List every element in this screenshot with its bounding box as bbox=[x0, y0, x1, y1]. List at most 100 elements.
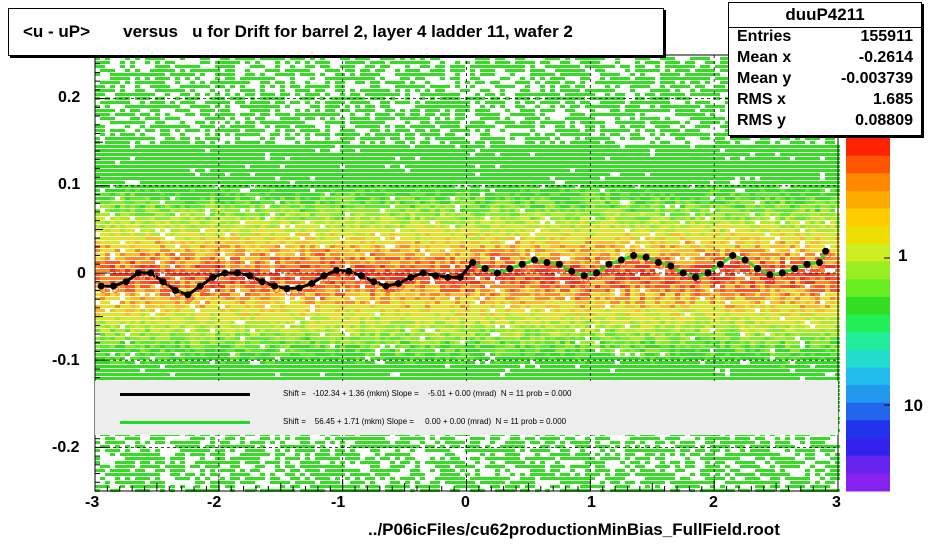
heatmap-cell bbox=[345, 345, 350, 348]
heatmap-cell bbox=[115, 445, 120, 448]
heatmap-cell bbox=[195, 209, 200, 212]
heatmap-cell bbox=[130, 73, 135, 76]
heatmap-cell bbox=[105, 345, 110, 348]
heatmap-cell bbox=[215, 293, 220, 296]
heatmap-cell bbox=[330, 141, 335, 144]
heatmap-cell bbox=[265, 265, 270, 268]
heatmap-cell bbox=[205, 133, 210, 136]
heatmap-cell bbox=[110, 345, 115, 348]
heatmap-cell bbox=[150, 349, 155, 352]
heatmap-cell bbox=[210, 237, 215, 240]
heatmap-cell bbox=[205, 157, 210, 160]
heatmap-cell bbox=[120, 225, 125, 228]
heatmap-cell bbox=[125, 277, 130, 280]
heatmap-cell bbox=[280, 161, 285, 164]
heatmap-cell bbox=[330, 361, 335, 364]
heatmap-cell bbox=[160, 249, 165, 252]
heatmap-cell bbox=[300, 281, 305, 284]
heatmap-cell bbox=[360, 121, 365, 124]
heatmap-cell bbox=[230, 249, 235, 252]
heatmap-cell bbox=[120, 237, 125, 240]
heatmap-cell bbox=[105, 81, 110, 84]
heatmap-cell bbox=[115, 257, 120, 260]
heatmap-cell bbox=[155, 209, 160, 212]
heatmap-cell bbox=[285, 337, 290, 340]
heatmap-cell bbox=[175, 337, 180, 340]
heatmap-cell bbox=[160, 265, 165, 268]
heatmap-cell bbox=[315, 345, 320, 348]
heatmap-cell bbox=[130, 289, 135, 292]
heatmap-cell bbox=[240, 241, 245, 244]
heatmap-cell bbox=[170, 61, 175, 64]
heatmap-cell bbox=[290, 217, 295, 220]
heatmap-cell bbox=[185, 201, 190, 204]
heatmap-cell bbox=[135, 77, 140, 80]
heatmap-cell bbox=[325, 377, 330, 380]
heatmap-cell bbox=[250, 125, 255, 128]
heatmap-cell bbox=[180, 445, 185, 448]
heatmap-cell bbox=[200, 341, 205, 344]
heatmap-cell bbox=[150, 221, 155, 224]
heatmap-cell bbox=[105, 293, 110, 296]
heatmap-cell bbox=[330, 357, 335, 360]
heatmap-cell bbox=[250, 113, 255, 116]
heatmap-cell bbox=[215, 61, 220, 64]
heatmap-cell bbox=[360, 185, 365, 188]
heatmap-cell bbox=[290, 333, 295, 336]
heatmap-cell bbox=[170, 333, 175, 336]
heatmap-cell bbox=[160, 325, 165, 328]
heatmap-cell bbox=[220, 469, 225, 472]
heatmap-cell bbox=[175, 321, 180, 324]
heatmap-cell bbox=[310, 229, 315, 232]
heatmap-cell bbox=[125, 221, 130, 224]
heatmap-cell bbox=[280, 173, 285, 176]
heatmap-cell bbox=[125, 229, 130, 232]
heatmap-cell bbox=[280, 241, 285, 244]
heatmap-cell bbox=[290, 369, 295, 372]
heatmap-cell bbox=[310, 237, 315, 240]
heatmap-cell bbox=[120, 65, 125, 68]
heatmap-cell bbox=[335, 289, 340, 292]
heatmap-cell bbox=[320, 345, 325, 348]
heatmap-cell bbox=[320, 301, 325, 304]
heatmap-cell bbox=[165, 365, 170, 368]
heatmap-cell bbox=[325, 105, 330, 108]
heatmap-cell bbox=[170, 221, 175, 224]
heatmap-cell bbox=[255, 253, 260, 256]
heatmap-cell bbox=[160, 313, 165, 316]
heatmap-cell bbox=[270, 97, 275, 100]
heatmap-cell bbox=[205, 105, 210, 108]
heatmap-cell bbox=[295, 125, 300, 128]
heatmap-cell bbox=[240, 149, 245, 152]
heatmap-cell bbox=[260, 365, 265, 368]
heatmap-cell bbox=[250, 293, 255, 296]
heatmap-cell bbox=[190, 181, 195, 184]
heatmap-cell bbox=[305, 81, 310, 84]
heatmap-cell bbox=[315, 309, 320, 312]
heatmap-cell bbox=[165, 161, 170, 164]
heatmap-cell bbox=[305, 141, 310, 144]
heatmap-cell bbox=[265, 365, 270, 368]
heatmap-cell bbox=[280, 101, 285, 104]
heatmap-cell bbox=[130, 269, 135, 272]
heatmap-cell bbox=[350, 65, 355, 68]
heatmap-cell bbox=[305, 205, 310, 208]
heatmap-cell bbox=[290, 157, 295, 160]
heatmap-cell bbox=[270, 441, 275, 444]
heatmap-cell bbox=[170, 137, 175, 140]
heatmap-cell bbox=[255, 249, 260, 252]
heatmap-cell bbox=[165, 253, 170, 256]
heatmap-cell bbox=[190, 105, 195, 108]
heatmap-cell bbox=[345, 149, 350, 152]
heatmap-cell bbox=[270, 217, 275, 220]
heatmap-cell bbox=[260, 473, 265, 476]
heatmap-cell bbox=[130, 281, 135, 284]
heatmap-cell bbox=[300, 337, 305, 340]
heatmap-cell bbox=[310, 181, 315, 184]
heatmap-cell bbox=[250, 145, 255, 148]
heatmap-cell bbox=[155, 473, 160, 476]
heatmap-cell bbox=[240, 193, 245, 196]
heatmap-cell bbox=[145, 185, 150, 188]
heatmap-cell bbox=[130, 109, 135, 112]
heatmap-cell bbox=[145, 145, 150, 148]
